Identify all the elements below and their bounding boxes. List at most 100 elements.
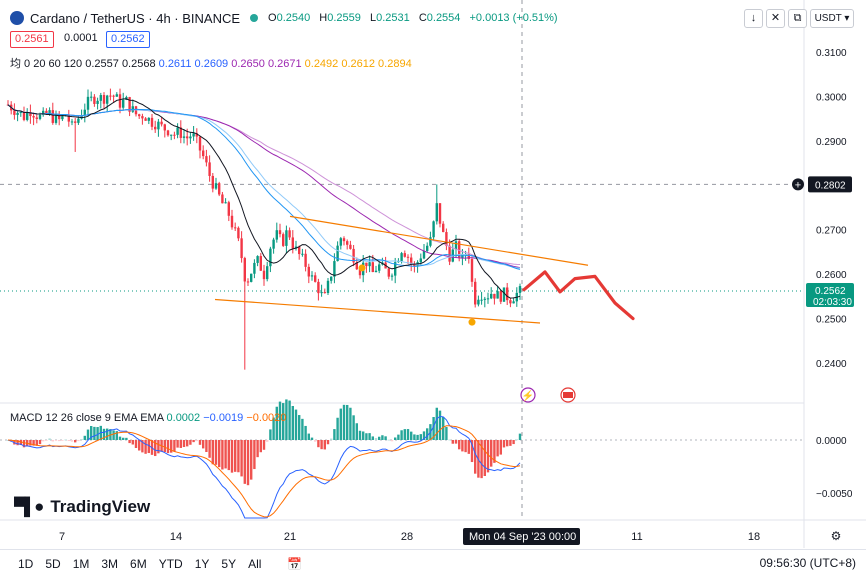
candle-body [429,237,432,246]
candle-body [179,127,182,138]
macd-hist-bar [336,417,339,440]
range-5d[interactable]: 5D [45,557,61,571]
candle-body [486,298,490,300]
y-tick-label: 0.2500 [816,315,847,326]
macd-hist-bar [128,440,131,444]
macd-hist-bar [499,440,502,455]
macd-hist-value: 0.0002 [166,412,204,424]
restore-icon[interactable]: ⧉ [788,9,807,28]
candle-body [371,262,374,273]
macd-hist-bar [205,440,208,452]
candle-body [154,126,157,130]
candle-body [301,253,304,255]
candle-body [278,230,282,235]
buy-price-button[interactable]: 0.2562 [106,31,150,48]
macd-hist-bar [218,440,221,468]
candle-body [109,95,112,97]
symbol-title[interactable]: Cardano / TetherUS · 4h · BINANCE [30,10,241,26]
candle-body [150,117,154,127]
macd-hist-bar [224,440,227,469]
candle-body [42,110,45,115]
candle-body [160,121,163,125]
symbol-header: Cardano / TetherUS · 4h · BINANCE O0.254… [10,9,564,27]
macd-hist-bar [272,417,275,440]
macd-hist-bar [259,440,262,453]
range-ytd[interactable]: YTD [158,557,183,571]
macd-hist-bar [195,440,198,442]
gear-icon[interactable]: ⚙ [831,529,842,543]
macd-hist-bar [480,440,483,479]
lightning-glyph: ⚡ [522,389,534,402]
macd-legend[interactable]: MACD 12 26 close 9 EMA EMA 0.0002 −0.001… [10,412,286,424]
macd-hist-bar [368,433,371,440]
macd-hist-bar [426,428,429,440]
range-1d[interactable]: 1D [18,557,34,571]
candle-body [474,281,477,305]
macd-hist-bar [502,440,506,448]
candle-body [173,134,176,136]
macd-hist-bar [115,431,118,440]
arrow-down-icon[interactable]: ↓ [744,9,763,28]
candle-body [339,238,342,246]
macd-hist-bar [173,440,176,452]
macd-hist-bar [227,440,230,471]
candle-body [208,162,211,176]
range-5y[interactable]: 5Y [221,557,237,571]
macd-hist-bar [486,440,490,473]
macd-hist-bar [211,440,214,465]
candle-body [285,230,288,246]
candle-body [355,262,358,270]
candle-body [250,273,253,282]
macd-hist-bar [182,440,186,448]
macd-hist-bar [112,430,115,440]
candle-body [493,293,496,299]
macd-hist-bar [275,406,278,440]
candle-body [400,253,403,261]
currency-selector[interactable]: USDT ▾ [810,9,854,28]
y-tick-label: 0.3100 [816,48,847,59]
macd-hist-bar [163,440,166,453]
candle-body [74,121,77,123]
macd-hist-bar [355,423,358,440]
macd-hist-bar [58,440,61,442]
macd-hist-bar [240,440,243,477]
add-alert-icon[interactable] [792,178,804,191]
candle-body [435,203,438,222]
range-6m[interactable]: 6M [130,557,147,571]
candle-body [189,136,192,139]
clock[interactable]: 09:56:30 (UTC+8) [759,556,856,570]
macd-hist-bar [512,440,515,445]
range-1m[interactable]: 1M [72,557,90,571]
macd-hist-bar [330,438,333,440]
macd-hist-bar [298,415,301,440]
tradingview-mark-icon: ▀▌● [14,497,44,516]
macd-hist-bar [125,437,128,440]
range-3m[interactable]: 3M [101,557,119,571]
macd-hist-bar [198,440,202,445]
macd-hist-bar [358,430,362,440]
candle-body [51,110,54,123]
candle-body [259,256,262,271]
macd-hist-bar [96,427,99,440]
candle-body [365,262,368,267]
lightning-event-icon[interactable] [520,387,536,403]
candle-body [272,239,275,249]
range-1y[interactable]: 1Y [194,557,210,571]
ma-value: 0.2894 [378,58,412,70]
close-icon[interactable]: ✕ [766,9,785,28]
range-all[interactable]: All [248,557,262,571]
macd-hist-bar [314,440,317,442]
macd-hist-bar [214,440,218,465]
candle-body [202,150,205,157]
candle-body [221,194,224,204]
macd-hist-bar [16,440,19,446]
macd-hist-bar [413,434,416,440]
ma-legend[interactable]: 均 0 20 60 120 0.2557 0.2568 0.2611 0.260… [10,55,412,71]
candle-body [182,136,186,138]
sell-price-button[interactable]: 0.2561 [10,31,54,48]
calendar-icon[interactable]: 📅 [287,557,303,571]
candle-body [496,291,499,299]
tradingview-logo[interactable]: ▀▌● TradingView [14,497,150,517]
candle-body [406,256,410,258]
